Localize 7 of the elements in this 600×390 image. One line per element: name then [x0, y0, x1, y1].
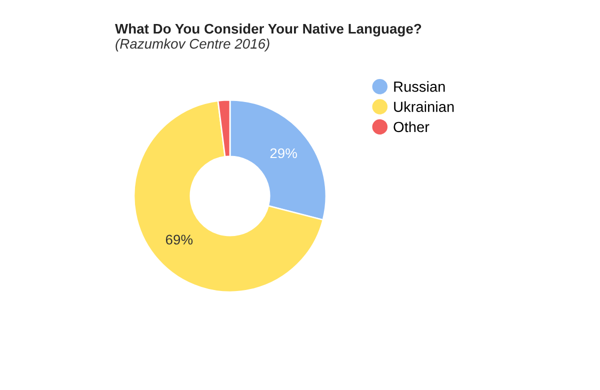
legend-label: Russian	[394, 81, 445, 92]
chart-subtitle: (Razumkov Centre 2016)	[116, 38, 270, 52]
legend-label: Other	[394, 121, 430, 132]
chart-title: What Do You Consider Your Native Language?	[115, 23, 422, 37]
legend-label: Ukrainian	[394, 101, 454, 112]
data-label: 29%	[270, 148, 297, 158]
data-label: 69%	[166, 234, 193, 245]
